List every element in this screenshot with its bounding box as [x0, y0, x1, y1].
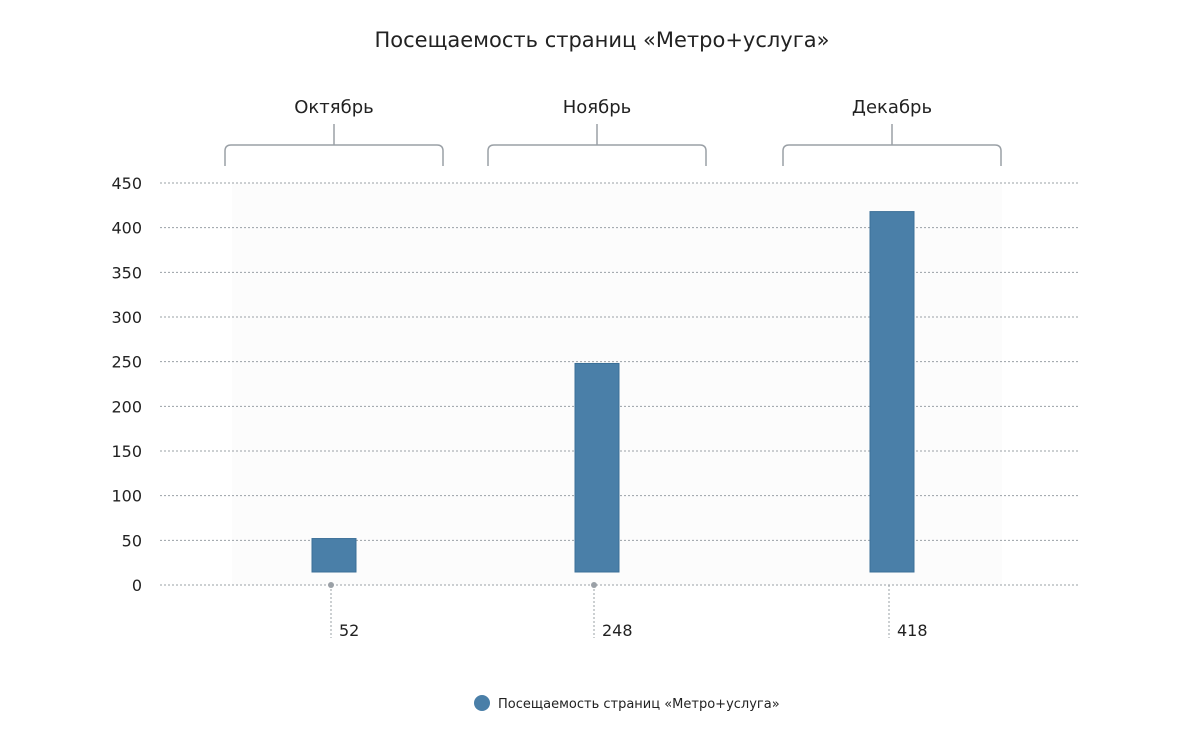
bar-1 — [311, 538, 357, 573]
category-bracket — [487, 144, 707, 166]
data-label: 248 — [602, 621, 633, 640]
y-tick-label: 300 — [111, 308, 142, 327]
bar-3 — [869, 211, 915, 573]
bar-2 — [574, 362, 620, 573]
data-labels: 52 248 418 — [328, 582, 928, 640]
bars — [311, 211, 915, 573]
data-label: 418 — [897, 621, 928, 640]
category-bracket — [782, 144, 1002, 166]
y-tick-label: 0 — [132, 576, 142, 595]
category-label: Декабрь — [852, 97, 932, 118]
category-label: Ноябрь — [563, 97, 632, 118]
y-tick-label: 150 — [111, 442, 142, 461]
y-tick-label: 400 — [111, 219, 142, 238]
legend-swatch — [474, 695, 490, 711]
category-label: Октябрь — [294, 97, 374, 118]
legend: Посещаемость страниц «Метро+услуга» — [474, 695, 780, 712]
y-tick-label: 350 — [111, 263, 142, 282]
category-bracket — [224, 144, 444, 166]
y-tick-label: 250 — [111, 353, 142, 372]
data-label: 52 — [339, 621, 359, 640]
y-tick-label: 100 — [111, 487, 142, 506]
y-tick-label: 450 — [111, 174, 142, 193]
data-label-marker — [591, 582, 597, 588]
grid-lines — [160, 182, 1080, 586]
y-axis-ticks: 0 50 100 150 200 250 300 350 400 450 — [111, 174, 142, 595]
data-label-marker — [328, 582, 334, 588]
y-tick-label: 200 — [111, 397, 142, 416]
legend-label: Посещаемость страниц «Метро+услуга» — [498, 697, 780, 712]
y-tick-label: 50 — [122, 531, 142, 550]
category-brackets: Октябрь Ноябрь Декабрь — [224, 97, 1002, 166]
chart-title: Посещаемость страниц «Метро+услуга» — [375, 28, 830, 52]
